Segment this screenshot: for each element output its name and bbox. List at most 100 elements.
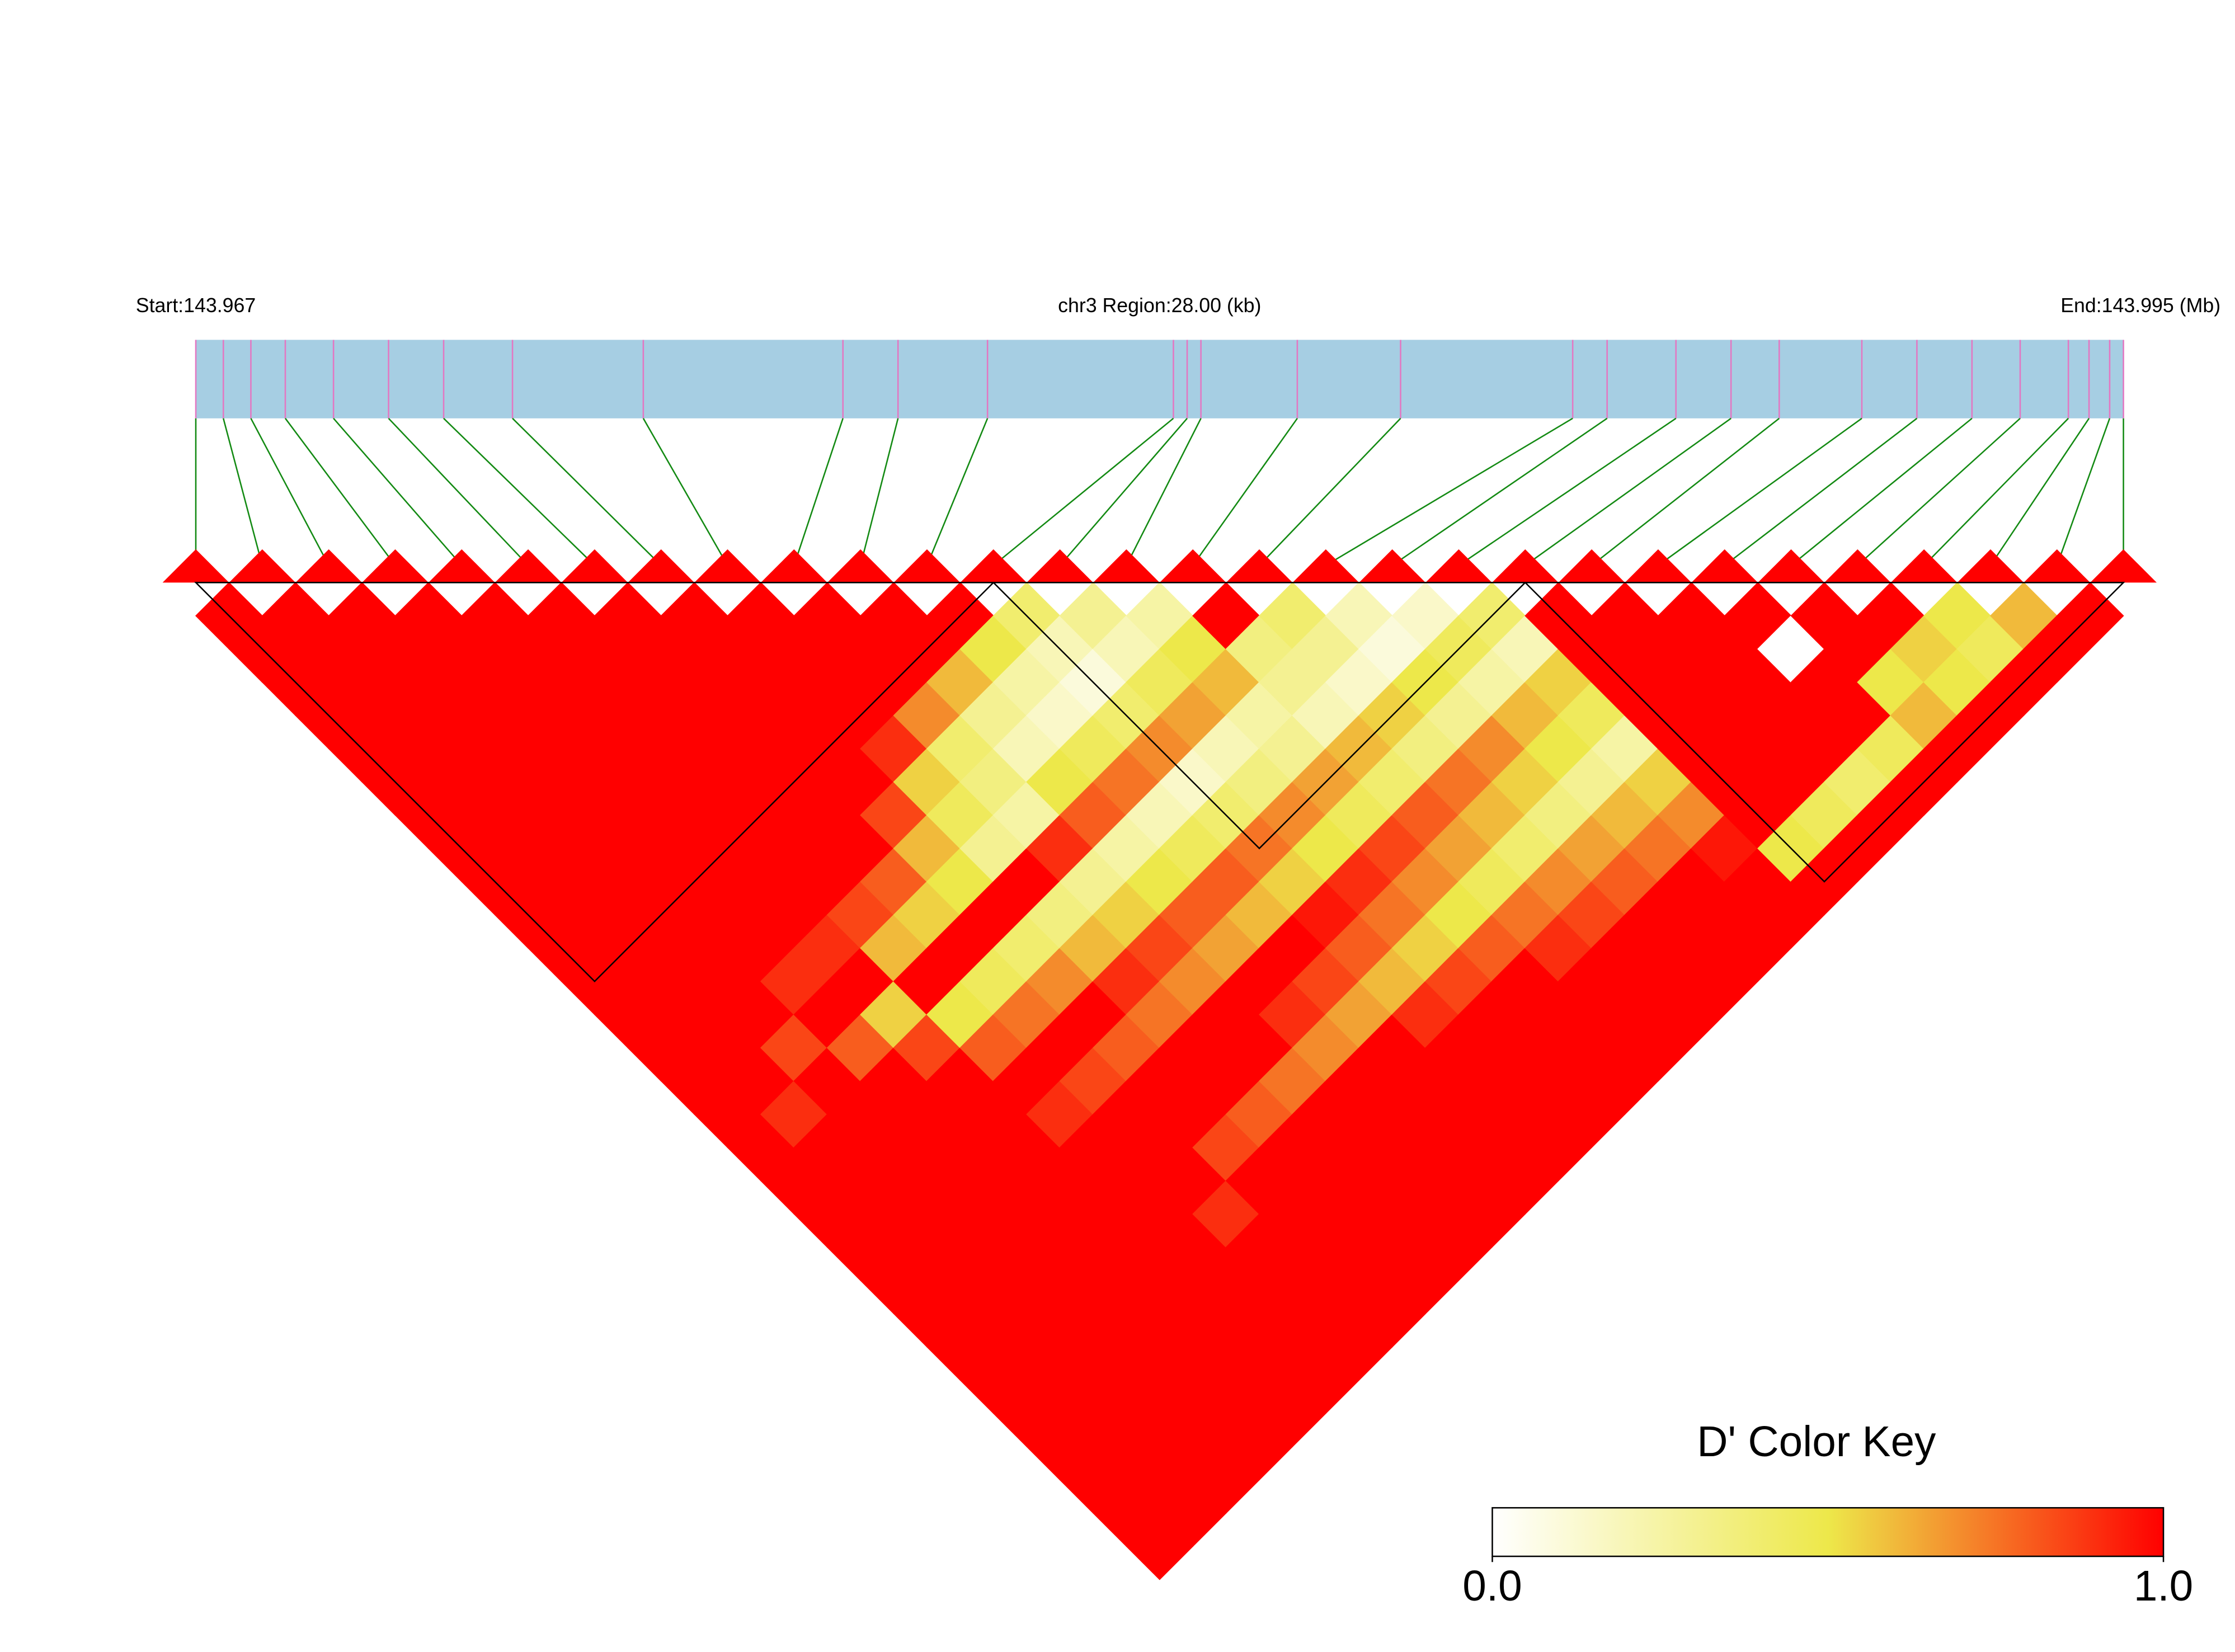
ld-cell (1923, 582, 1991, 650)
ld-cell (1325, 582, 1393, 650)
snp-connector (222, 418, 264, 566)
ld-cell (1591, 848, 1659, 916)
snp-marker (760, 549, 827, 583)
ld-cell (1192, 582, 1260, 650)
end-label: End:143.995 (Mb) (2060, 294, 2220, 317)
snp-connector (1724, 417, 1918, 566)
snp-connector (512, 417, 662, 566)
snp-connector (1259, 417, 1401, 566)
snp-connector (859, 418, 899, 566)
snp-connector (443, 417, 595, 566)
snp-marker (1159, 549, 1226, 583)
snp-connector (1857, 417, 2021, 566)
ld-cell (1790, 582, 1858, 650)
ld-cell (1591, 582, 1659, 650)
ld-cell (1391, 714, 1460, 783)
snp-marker (1027, 549, 1093, 583)
ld-cell (727, 714, 795, 783)
color-key (1491, 1507, 2165, 1557)
snp-connector (1658, 417, 1862, 566)
snp-connector (1923, 417, 2069, 566)
key-tick-label: 0.0 (1462, 1562, 1522, 1610)
ld-cell (1524, 1113, 1593, 1182)
snp-connector (926, 418, 989, 566)
ld-cell (1491, 815, 1559, 883)
snp-marker (1691, 549, 1758, 583)
snp-marker (1758, 549, 1824, 583)
ld-cell (1757, 615, 1825, 683)
snp-connector (1325, 417, 1573, 566)
start-label: Start:143.967 (136, 294, 256, 317)
ld-cell (860, 582, 928, 650)
ld-cell (727, 582, 795, 650)
region-label: chr3 Region:28.00 (kb) (1058, 294, 1261, 317)
snp-connector (1458, 417, 1677, 566)
ld-cell (760, 615, 828, 683)
ld-cell (959, 1279, 1028, 1348)
legend-title: D' Color Key (1697, 1418, 1936, 1466)
ld-cell (1092, 1279, 1160, 1348)
snp-marker (2024, 549, 2091, 583)
position-bar (195, 340, 2124, 418)
ld-cell (1989, 582, 2058, 650)
ld-cell (1591, 781, 1659, 849)
snp-marker (1957, 549, 2024, 583)
snp-marker (561, 549, 628, 583)
snp-marker (1226, 549, 1293, 583)
ld-cell (1524, 781, 1593, 849)
snp-marker (628, 549, 695, 583)
ld-cell (660, 582, 728, 650)
ld-cell (1491, 748, 1559, 816)
ld-cell (1524, 648, 1593, 716)
snp-connector (250, 418, 330, 566)
ld-cell (1624, 615, 1692, 683)
snp-marker (1558, 549, 1625, 583)
snp-marker (1890, 549, 1958, 583)
ld-cell (1491, 881, 1559, 949)
snp-connector (793, 418, 844, 566)
ld-cell (1757, 681, 1825, 750)
ld-cell (1757, 748, 1825, 816)
snp-marker (1625, 549, 1692, 583)
snp-marker (229, 549, 296, 583)
ld-block (194, 582, 995, 983)
snp-connector (1591, 417, 1780, 566)
ld-cell (1126, 582, 1194, 650)
ld-cell (1524, 1047, 1593, 1115)
ld-cell (261, 582, 330, 650)
ld-cell (1192, 714, 1260, 783)
ld-cell (1491, 1147, 1559, 1215)
snp-marker (1824, 549, 1891, 583)
ld-cell (1126, 648, 1194, 716)
snp-connector (992, 417, 1174, 566)
ld-cell (992, 714, 1061, 783)
snp-marker (827, 549, 894, 583)
snp-marker (893, 549, 961, 583)
snp-connector (1192, 418, 1298, 566)
snp-connector (1989, 418, 2090, 566)
ld-cell (1790, 781, 1858, 849)
ld-cell (1624, 815, 1692, 883)
snp-connector (1126, 418, 1202, 566)
ld-cell (1524, 848, 1593, 916)
snp-connector (388, 417, 529, 566)
snp-marker (362, 549, 429, 583)
snp-marker (162, 549, 229, 583)
snp-connector (284, 418, 396, 566)
ld-cell (461, 582, 529, 650)
ld-cell (1491, 1014, 1559, 1082)
ld-cell (1491, 1080, 1559, 1149)
ld-cell (1292, 1346, 1360, 1414)
snp-marker (1093, 549, 1160, 583)
snp-connector (1391, 417, 1608, 566)
ld-cell (1026, 1346, 1094, 1414)
snp-connector (2056, 418, 2111, 566)
ld-cell (1790, 714, 1858, 783)
snp-marker (694, 549, 761, 583)
snp-connector (333, 417, 463, 566)
snp-marker (2090, 549, 2157, 583)
ld-cell (1391, 582, 1460, 650)
snp-marker (1359, 549, 1426, 583)
ld-cell (1524, 981, 1593, 1049)
